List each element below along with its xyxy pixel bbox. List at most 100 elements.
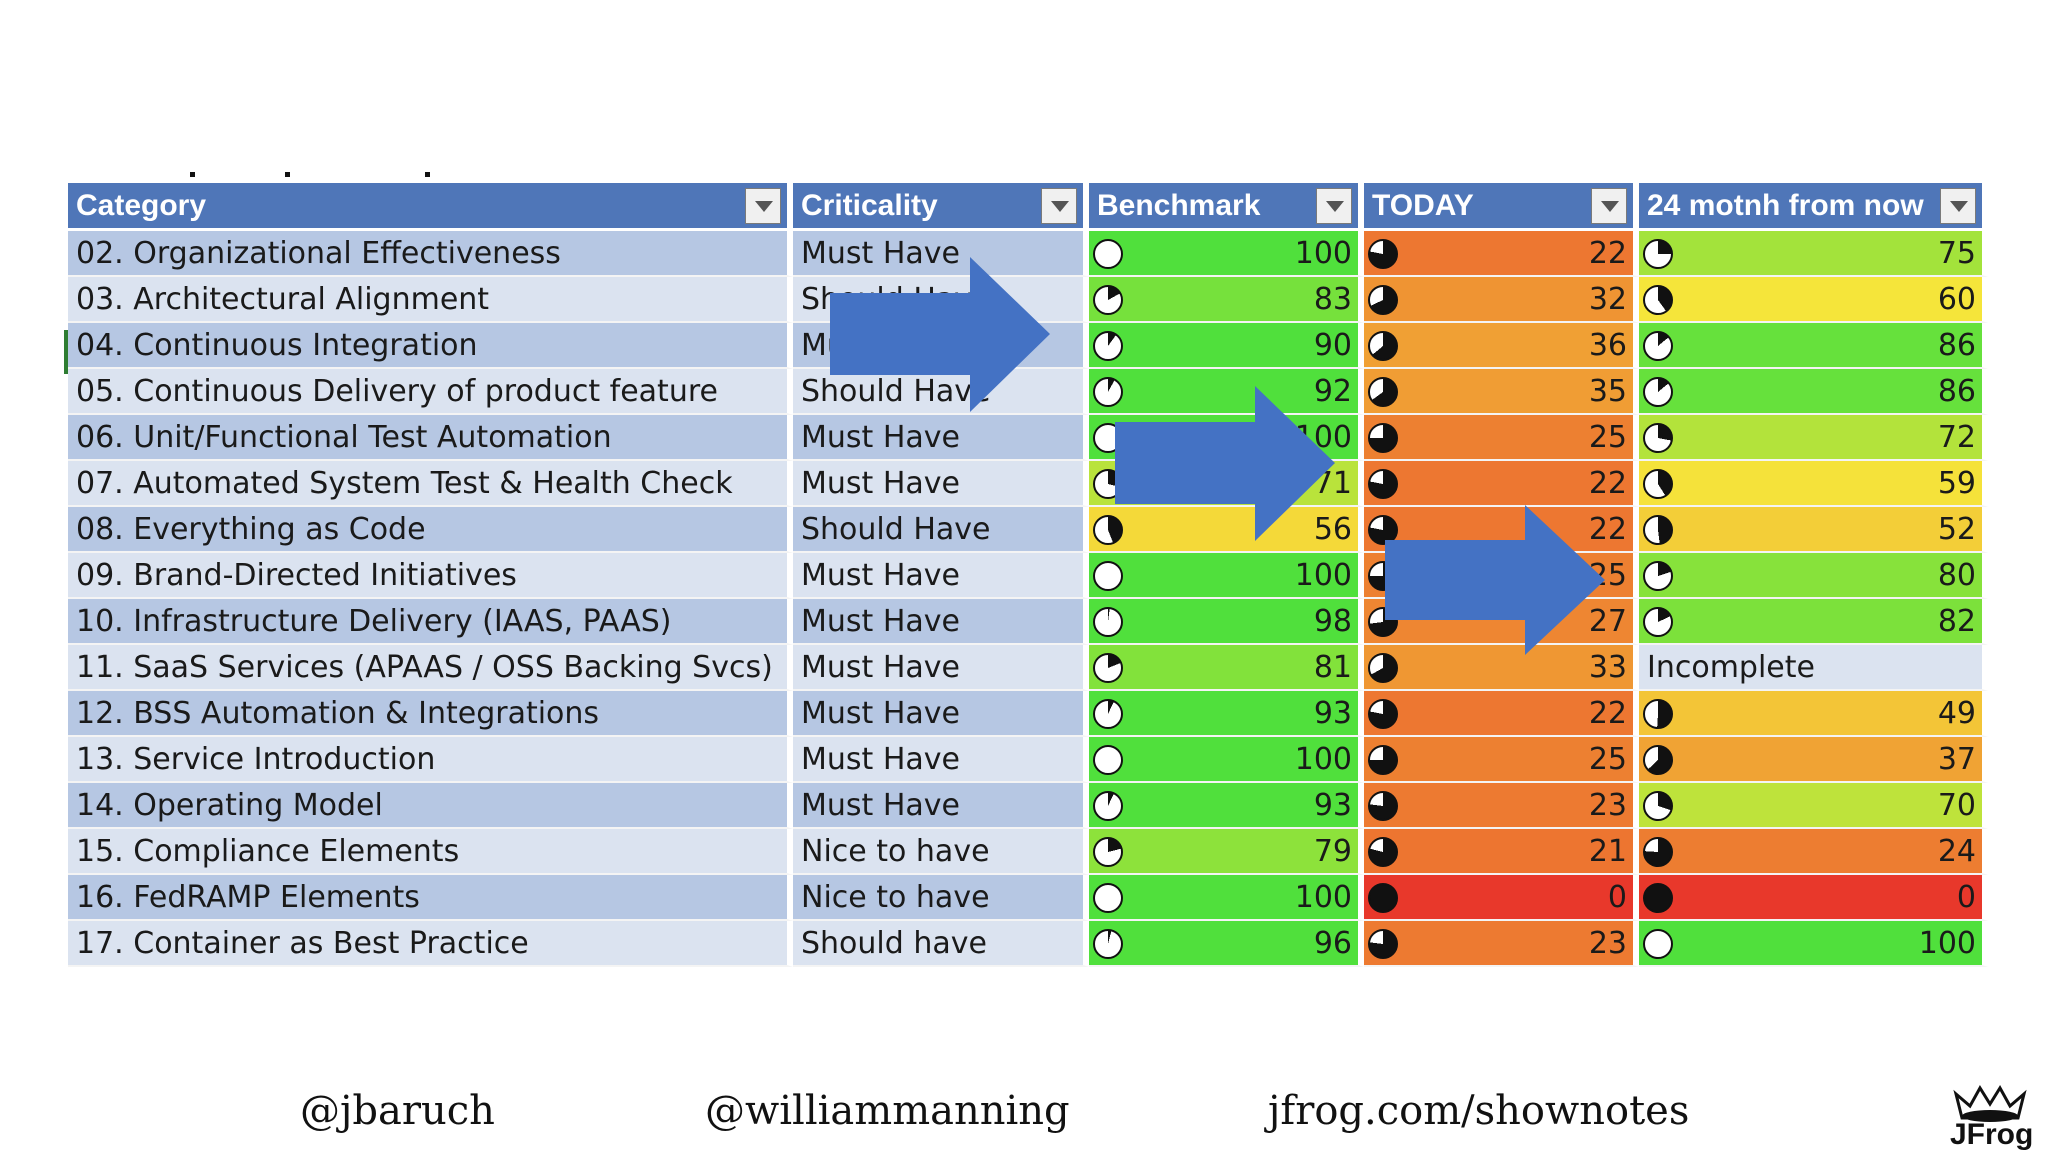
category-cell[interactable]: 15. Compliance Elements bbox=[68, 829, 793, 875]
category-cell[interactable]: 08. Everything as Code bbox=[68, 507, 793, 553]
benchmark-cell[interactable]: 90 bbox=[1089, 323, 1364, 369]
score-value: 23 bbox=[1588, 925, 1627, 961]
today-cell[interactable]: 36 bbox=[1364, 323, 1639, 369]
score-value: 81 bbox=[1313, 649, 1352, 685]
future-cell[interactable]: 52 bbox=[1639, 507, 1988, 553]
category-cell[interactable]: 06. Unit/Functional Test Automation bbox=[68, 415, 793, 461]
table-row[interactable]: 09. Brand-Directed Initiatives Must Have 1… bbox=[68, 553, 1988, 599]
benchmark-cell[interactable]: 83 bbox=[1089, 277, 1364, 323]
benchmark-cell[interactable]: 100 bbox=[1089, 553, 1364, 599]
benchmark-cell[interactable]: 100 bbox=[1089, 231, 1364, 277]
criticality-cell[interactable]: Nice to have bbox=[793, 875, 1089, 921]
benchmark-cell[interactable]: 93 bbox=[1089, 691, 1364, 737]
criticality-cell[interactable]: Nice to have bbox=[793, 829, 1089, 875]
category-cell[interactable]: 03. Architectural Alignment bbox=[68, 277, 793, 323]
table-row[interactable]: 10. Infrastructure Delivery (IAAS, PAAS)… bbox=[68, 599, 1988, 645]
today-cell[interactable]: 25 bbox=[1364, 737, 1639, 783]
table-row[interactable]: 07. Automated System Test & Health Check… bbox=[68, 461, 1988, 507]
dropdown-arrow-icon[interactable] bbox=[1940, 188, 1976, 224]
future-cell[interactable]: 70 bbox=[1639, 783, 1988, 829]
future-cell[interactable]: 80 bbox=[1639, 553, 1988, 599]
table-row[interactable]: 12. BSS Automation & Integrations Must Ha… bbox=[68, 691, 1988, 737]
category-cell[interactable]: 04. Continuous Integration bbox=[68, 323, 793, 369]
criticality-cell[interactable]: Must Have bbox=[793, 461, 1089, 507]
category-cell[interactable]: 10. Infrastructure Delivery (IAAS, PAAS) bbox=[68, 599, 793, 645]
benchmark-cell[interactable]: 96 bbox=[1089, 921, 1364, 967]
category-cell[interactable]: 13. Service Introduction bbox=[68, 737, 793, 783]
today-cell[interactable]: 0 bbox=[1364, 875, 1639, 921]
category-cell[interactable]: 12. BSS Automation & Integrations bbox=[68, 691, 793, 737]
future-cell[interactable]: 72 bbox=[1639, 415, 1988, 461]
future-cell[interactable]: 49 bbox=[1639, 691, 1988, 737]
future-cell[interactable]: 86 bbox=[1639, 323, 1988, 369]
criticality-cell[interactable]: Must Have bbox=[793, 737, 1089, 783]
criticality-cell[interactable]: Should have bbox=[793, 921, 1089, 967]
benchmark-cell[interactable]: 98 bbox=[1089, 599, 1364, 645]
criticality-cell[interactable]: Should Have bbox=[793, 369, 1089, 415]
table-row[interactable]: 17. Container as Best Practice Should hav… bbox=[68, 921, 1988, 967]
future-cell[interactable]: 60 bbox=[1639, 277, 1988, 323]
today-cell[interactable]: 23 bbox=[1364, 783, 1639, 829]
dropdown-arrow-icon[interactable] bbox=[745, 188, 781, 224]
future-cell[interactable]: 82 bbox=[1639, 599, 1988, 645]
future-cell[interactable]: 0 bbox=[1639, 875, 1988, 921]
table-row[interactable]: 06. Unit/Functional Test Automation Must … bbox=[68, 415, 1988, 461]
table-row[interactable]: 13. Service Introduction Must Have 100 25 37 bbox=[68, 737, 1988, 783]
category-cell[interactable]: 02. Organizational Effectiveness bbox=[68, 231, 793, 277]
benchmark-cell[interactable]: 81 bbox=[1089, 645, 1364, 691]
benchmark-cell[interactable]: 92 bbox=[1089, 369, 1364, 415]
criticality-cell[interactable]: Must Have bbox=[793, 553, 1089, 599]
table-row[interactable]: 02. Organizational Effectiveness Must Hav… bbox=[68, 231, 1988, 277]
table-row[interactable]: 05. Continuous Delivery of product featu… bbox=[68, 369, 1988, 415]
dropdown-arrow-icon[interactable] bbox=[1591, 188, 1627, 224]
today-cell[interactable]: 21 bbox=[1364, 829, 1639, 875]
today-cell[interactable]: 22 bbox=[1364, 691, 1639, 737]
future-cell[interactable]: 100 bbox=[1639, 921, 1988, 967]
today-cell[interactable]: 22 bbox=[1364, 461, 1639, 507]
category-cell[interactable]: 07. Automated System Test & Health Check bbox=[68, 461, 793, 507]
today-cell[interactable]: 32 bbox=[1364, 277, 1639, 323]
category-cell[interactable]: 11. SaaS Services (APAAS / OSS Backing S… bbox=[68, 645, 793, 691]
table-row[interactable]: 08. Everything as Code Should Have 56 22 52 bbox=[68, 507, 1988, 553]
future-cell[interactable]: 75 bbox=[1639, 231, 1988, 277]
criticality-cell[interactable]: Must Have bbox=[793, 231, 1089, 277]
today-cell[interactable]: 33 bbox=[1364, 645, 1639, 691]
table-row[interactable]: 14. Operating Model Must Have 93 23 70 bbox=[68, 783, 1988, 829]
today-cell[interactable]: 35 bbox=[1364, 369, 1639, 415]
dropdown-arrow-icon[interactable] bbox=[1041, 188, 1077, 224]
today-cell[interactable]: 25 bbox=[1364, 415, 1639, 461]
criticality-cell[interactable]: Must Have bbox=[793, 691, 1089, 737]
future-cell[interactable]: 59 bbox=[1639, 461, 1988, 507]
future-cell[interactable]: 86 bbox=[1639, 369, 1988, 415]
future-cell[interactable]: 24 bbox=[1639, 829, 1988, 875]
footer-link[interactable]: jfrog.com/shownotes bbox=[1268, 1088, 1690, 1134]
category-cell[interactable]: 09. Brand-Directed Initiatives bbox=[68, 553, 793, 599]
criticality-cell[interactable]: Must Have bbox=[793, 783, 1089, 829]
benchmark-cell[interactable]: 100 bbox=[1089, 737, 1364, 783]
jfrog-logo: JFrog bbox=[1950, 1080, 2033, 1152]
criticality-cell[interactable]: Should Have bbox=[793, 507, 1089, 553]
category-cell[interactable]: 14. Operating Model bbox=[68, 783, 793, 829]
today-cell[interactable]: 23 bbox=[1364, 921, 1639, 967]
criticality-cell[interactable]: Must Have bbox=[793, 415, 1089, 461]
table-row[interactable]: 15. Compliance Elements Nice to have 79 21 2… bbox=[68, 829, 1988, 875]
category-cell[interactable]: 17. Container as Best Practice bbox=[68, 921, 793, 967]
benchmark-cell[interactable]: 100 bbox=[1089, 875, 1364, 921]
harvey-ball-icon bbox=[1368, 929, 1398, 959]
criticality-cell[interactable]: Must Have bbox=[793, 599, 1089, 645]
category-cell[interactable]: 05. Continuous Delivery of product featu… bbox=[68, 369, 793, 415]
score-value: 36 bbox=[1588, 327, 1627, 363]
frog-crown-icon bbox=[1953, 1085, 2027, 1122]
dropdown-arrow-icon[interactable] bbox=[1316, 188, 1352, 224]
future-cell[interactable]: Incomplete bbox=[1639, 645, 1988, 691]
table-row[interactable]: 03. Architectural AlignmentShould Have83… bbox=[68, 277, 1988, 323]
criticality-cell[interactable]: Must Have bbox=[793, 645, 1089, 691]
benchmark-cell[interactable]: 79 bbox=[1089, 829, 1364, 875]
today-cell[interactable]: 22 bbox=[1364, 231, 1639, 277]
benchmark-cell[interactable]: 56 bbox=[1089, 507, 1364, 553]
benchmark-cell[interactable]: 93 bbox=[1089, 783, 1364, 829]
table-row[interactable]: 11. SaaS Services (APAAS / OSS Backing S… bbox=[68, 645, 1988, 691]
future-cell[interactable]: 37 bbox=[1639, 737, 1988, 783]
table-row[interactable]: 16. FedRAMP Elements Nice to have 100 0 0 bbox=[68, 875, 1988, 921]
category-cell[interactable]: 16. FedRAMP Elements bbox=[68, 875, 793, 921]
